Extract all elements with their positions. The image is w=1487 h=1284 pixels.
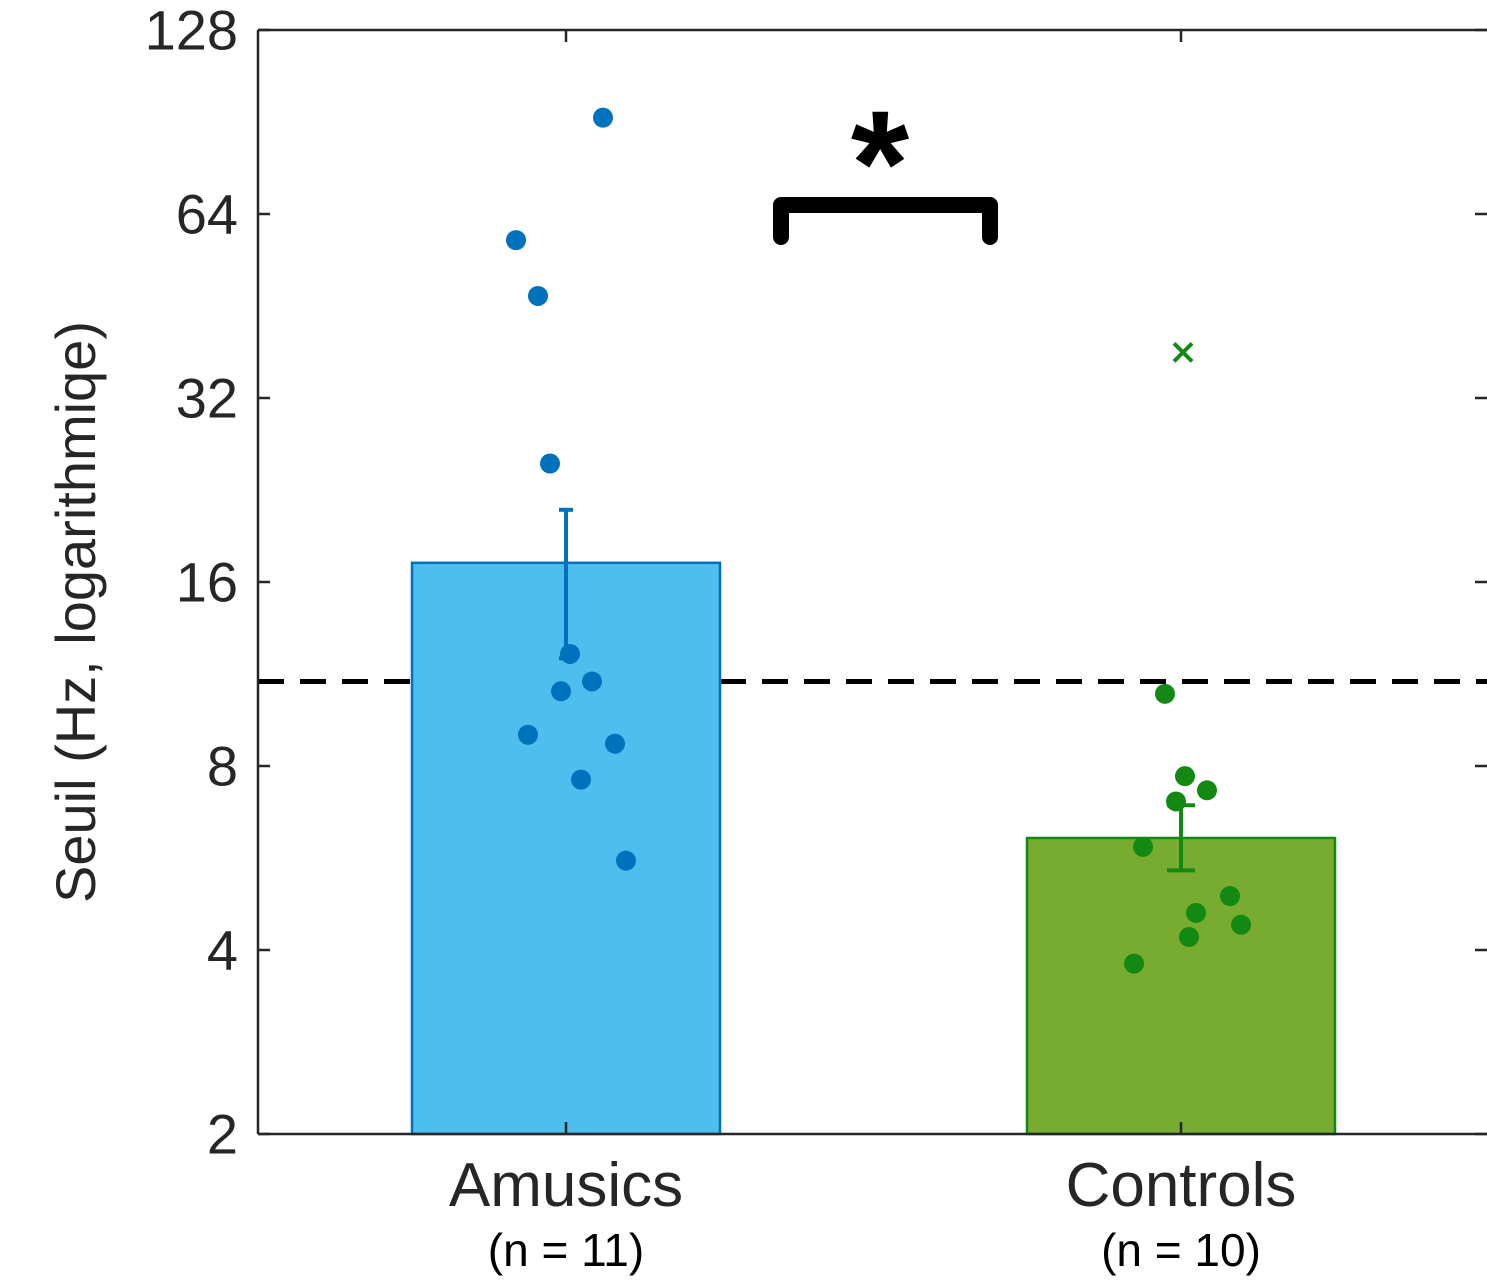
- data-point: [560, 643, 580, 664]
- bar-controls: [1025, 836, 1337, 1136]
- data-point: [593, 107, 613, 128]
- data-point: [1179, 927, 1199, 948]
- y-tick-label: 8: [207, 735, 238, 798]
- axes-group: [256, 28, 1487, 1136]
- y-tick-label: 32: [176, 367, 238, 430]
- data-point: [1124, 953, 1144, 974]
- y-tick-label: 4: [207, 919, 238, 982]
- y-tick-label: 128: [145, 0, 238, 62]
- error-bars-group: [559, 507, 1195, 873]
- data-point: [518, 724, 538, 745]
- data-point: [1155, 683, 1175, 704]
- labels-group: 2 4 8 16 32 64 128 Amusics(n = 11) Controls(n = …: [44, 0, 1296, 1276]
- data-point: [1197, 780, 1217, 801]
- data-point: [1175, 766, 1195, 787]
- error-bar-controls: [1167, 803, 1195, 873]
- bars-group: [410, 561, 1337, 1136]
- significance-bracket: [773, 197, 998, 245]
- group-size-label: (n = 10): [1101, 1224, 1261, 1276]
- error-bar-amusics: [559, 507, 573, 661]
- data-point: [1133, 836, 1153, 857]
- data-point: [528, 285, 548, 306]
- y-tick-label: 16: [176, 551, 238, 614]
- outlier-stroke: [1172, 341, 1194, 363]
- outlier-marker: [1172, 341, 1194, 363]
- data-point: [571, 769, 591, 790]
- data-point: [1220, 886, 1240, 907]
- data-point: [540, 453, 560, 474]
- group-size-label: (n = 11): [488, 1224, 644, 1276]
- x-category-label: Amusics: [449, 1151, 683, 1220]
- data-point: [551, 681, 571, 702]
- data-point: [1186, 902, 1206, 923]
- annotation-group: *: [773, 79, 998, 247]
- data-point: [605, 733, 625, 754]
- data-point: [582, 671, 602, 692]
- data-point: [1231, 914, 1251, 935]
- y-tick-label: 2: [207, 1103, 238, 1166]
- data-point: [616, 850, 636, 871]
- significance-star: *: [851, 79, 910, 247]
- y-tick-label: 64: [176, 183, 238, 246]
- data-point: [506, 230, 526, 251]
- y-axis-title: Seuil (Hz, logarithmiqe): [44, 321, 107, 903]
- x-category-label: Controls: [1066, 1151, 1297, 1220]
